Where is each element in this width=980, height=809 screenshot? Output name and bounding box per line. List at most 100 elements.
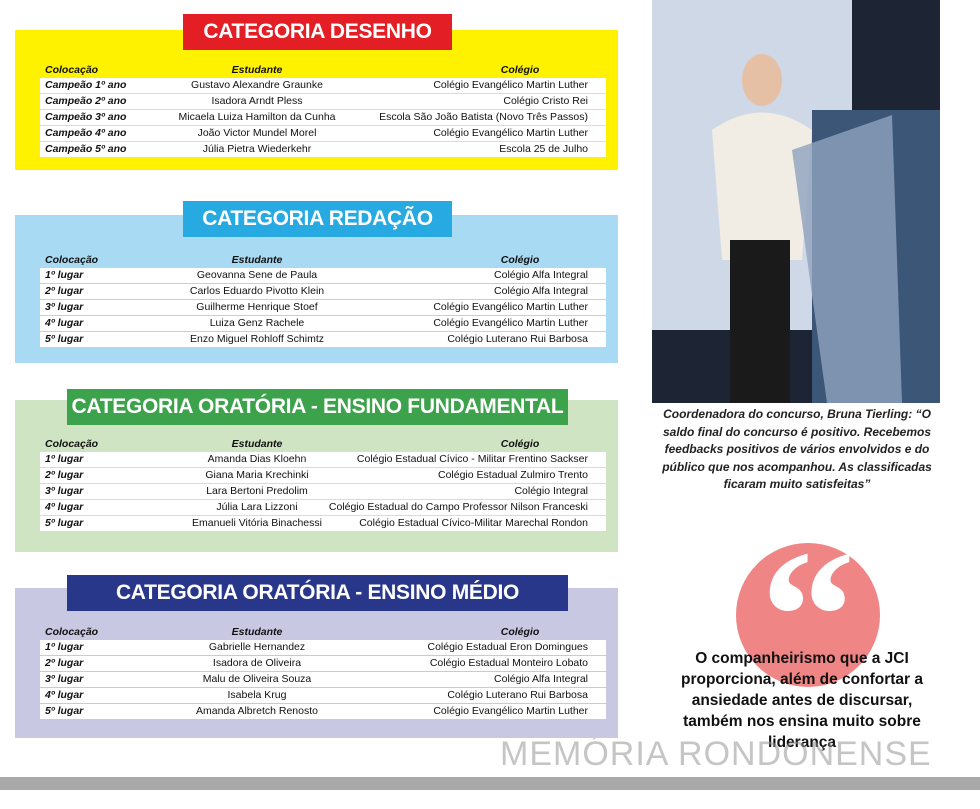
table-cell: Colégio Evangélico Martin Luther xyxy=(433,301,588,313)
column-header: Estudante xyxy=(231,438,283,450)
photo xyxy=(652,0,940,403)
table-row xyxy=(40,500,606,515)
table-cell: Colégio Luterano Rui Barbosa xyxy=(447,333,588,345)
table-cell: 4º lugar xyxy=(45,501,84,513)
photo-caption: Coordenadora do concurso, Bruna Tierling… xyxy=(662,407,932,491)
table-cell: 3º lugar xyxy=(45,673,84,685)
table-cell: Colégio Cristo Rei xyxy=(503,95,588,107)
table-cell: Colégio Alfa Integral xyxy=(494,269,588,281)
table-cell: Gustavo Alexandre Graunke xyxy=(191,79,323,91)
column-header: Colocação xyxy=(45,438,99,450)
table-cell: Colégio Estadual do Campo Professor Nils… xyxy=(328,501,588,513)
table-cell: Colégio Estadual Eron Domingues xyxy=(427,641,588,653)
table-cell: Campeão 4º ano xyxy=(45,127,127,139)
table-cell: Colégio Luterano Rui Barbosa xyxy=(447,689,588,701)
table-cell: Luiza Genz Rachele xyxy=(209,317,305,329)
table-cell: 5º lugar xyxy=(45,333,84,345)
table-cell: Colégio Evangélico Martin Luther xyxy=(433,705,588,717)
column-header: Colégio xyxy=(500,254,540,266)
column-header: Colocação xyxy=(45,64,99,76)
table-cell: Emanueli Vitória Binachessi xyxy=(192,517,322,529)
table-cell: Colégio Evangélico Martin Luther xyxy=(433,79,588,91)
table-cell: Enzo Miguel Rohloff Schimtz xyxy=(189,333,325,345)
table-cell: Guilherme Henrique Stoef xyxy=(196,301,318,313)
table-cell: 2º lugar xyxy=(45,469,84,481)
table-row xyxy=(40,284,606,299)
table-row xyxy=(40,300,606,315)
table-cell: Campeão 1º ano xyxy=(45,79,127,91)
table-cell: Colégio Estadual Cívico-Militar Marechal… xyxy=(359,517,588,529)
table-cell: Campeão 3º ano xyxy=(45,111,127,123)
table-cell: 4º lugar xyxy=(45,317,84,329)
column-header: Colocação xyxy=(45,254,99,266)
column-header: Colocação xyxy=(45,626,99,638)
table-cell: Isadora de Oliveira xyxy=(212,657,302,669)
table-cell: 2º lugar xyxy=(45,285,84,297)
table-row xyxy=(40,516,606,531)
footer-bar xyxy=(0,777,980,790)
section-title: CATEGORIA DESENHO xyxy=(183,14,452,50)
table-cell: Lara Bertoni Predolim xyxy=(206,485,308,497)
table-row xyxy=(40,94,606,109)
table-cell: 4º lugar xyxy=(45,689,84,701)
table-cell: Colégio Estadual Cívico - Militar Frenti… xyxy=(356,453,588,465)
table-row xyxy=(40,688,606,703)
table-cell: 5º lugar xyxy=(45,517,84,529)
table-cell: 2º lugar xyxy=(45,657,84,669)
section-title: CATEGORIA ORATÓRIA - ENSINO FUNDAMENTAL xyxy=(67,389,568,425)
table-row xyxy=(40,126,606,141)
table-cell: Isadora Arndt Pless xyxy=(211,95,303,107)
table-row xyxy=(40,452,606,467)
table-cell: Colégio Evangélico Martin Luther xyxy=(433,317,588,329)
table-row xyxy=(40,316,606,331)
table-row xyxy=(40,332,606,347)
table-cell: Colégio Evangélico Martin Luther xyxy=(433,127,588,139)
table-cell: Escola 25 de Julho xyxy=(499,143,588,155)
column-header: Colégio xyxy=(500,626,540,638)
table-cell: Gabrielle Hernandez xyxy=(208,641,306,653)
table-row xyxy=(40,640,606,655)
table-row xyxy=(40,110,606,125)
table-cell: Colégio Estadual Zulmiro Trento xyxy=(438,469,588,481)
table-cell: Isabela Krug xyxy=(227,689,287,701)
table-cell: Giana Maria Krechinki xyxy=(205,469,309,481)
table-cell: Júlia Lara Lizzoni xyxy=(216,501,298,513)
svg-text:“: “ xyxy=(761,540,856,690)
table-cell: Geovanna Sene de Paula xyxy=(196,269,318,281)
table-cell: 1º lugar xyxy=(45,269,84,281)
section-title: CATEGORIA ORATÓRIA - ENSINO MÉDIO xyxy=(67,575,568,611)
table-cell: 1º lugar xyxy=(45,641,84,653)
table-cell: 1º lugar xyxy=(45,453,84,465)
table-cell: Colégio Alfa Integral xyxy=(494,285,588,297)
table-cell: Amanda Dias Kloehn xyxy=(207,453,307,465)
table-cell: 3º lugar xyxy=(45,301,84,313)
table-cell: Carlos Eduardo Pivotto Klein xyxy=(189,285,325,297)
table-cell: 3º lugar xyxy=(45,485,84,497)
section-title: CATEGORIA REDAÇÃO xyxy=(183,201,452,237)
table-cell: 5º lugar xyxy=(45,705,84,717)
table-cell: Júlia Pietra Wiederkehr xyxy=(202,143,312,155)
table-cell: Campeão 5º ano xyxy=(45,143,127,155)
table-row xyxy=(40,78,606,93)
column-header: Estudante xyxy=(231,626,283,638)
watermark: MEMÓRIA RONDONENSE xyxy=(500,735,932,773)
column-header: Estudante xyxy=(231,64,283,76)
table-cell: Malu de Oliveira Souza xyxy=(202,673,312,685)
table-cell: Campeão 2º ano xyxy=(45,95,127,107)
table-cell: Colégio Integral xyxy=(514,485,588,497)
table-cell: João Victor Mundel Morel xyxy=(197,127,317,139)
table-row xyxy=(40,656,606,671)
table-row xyxy=(40,704,606,719)
table-row xyxy=(40,268,606,283)
table-row xyxy=(40,468,606,483)
column-header: Colégio xyxy=(500,438,540,450)
table-cell: Escola São João Batista (Novo Três Passo… xyxy=(379,111,588,123)
column-header: Colégio xyxy=(500,64,540,76)
table-row xyxy=(40,142,606,157)
quote-icon: “ xyxy=(736,540,880,690)
table-cell: Micaela Luiza Hamilton da Cunha xyxy=(178,111,336,123)
table-row xyxy=(40,672,606,687)
table-cell: Colégio Estadual Monteiro Lobato xyxy=(429,657,588,669)
table-cell: Colégio Alfa Integral xyxy=(494,673,588,685)
